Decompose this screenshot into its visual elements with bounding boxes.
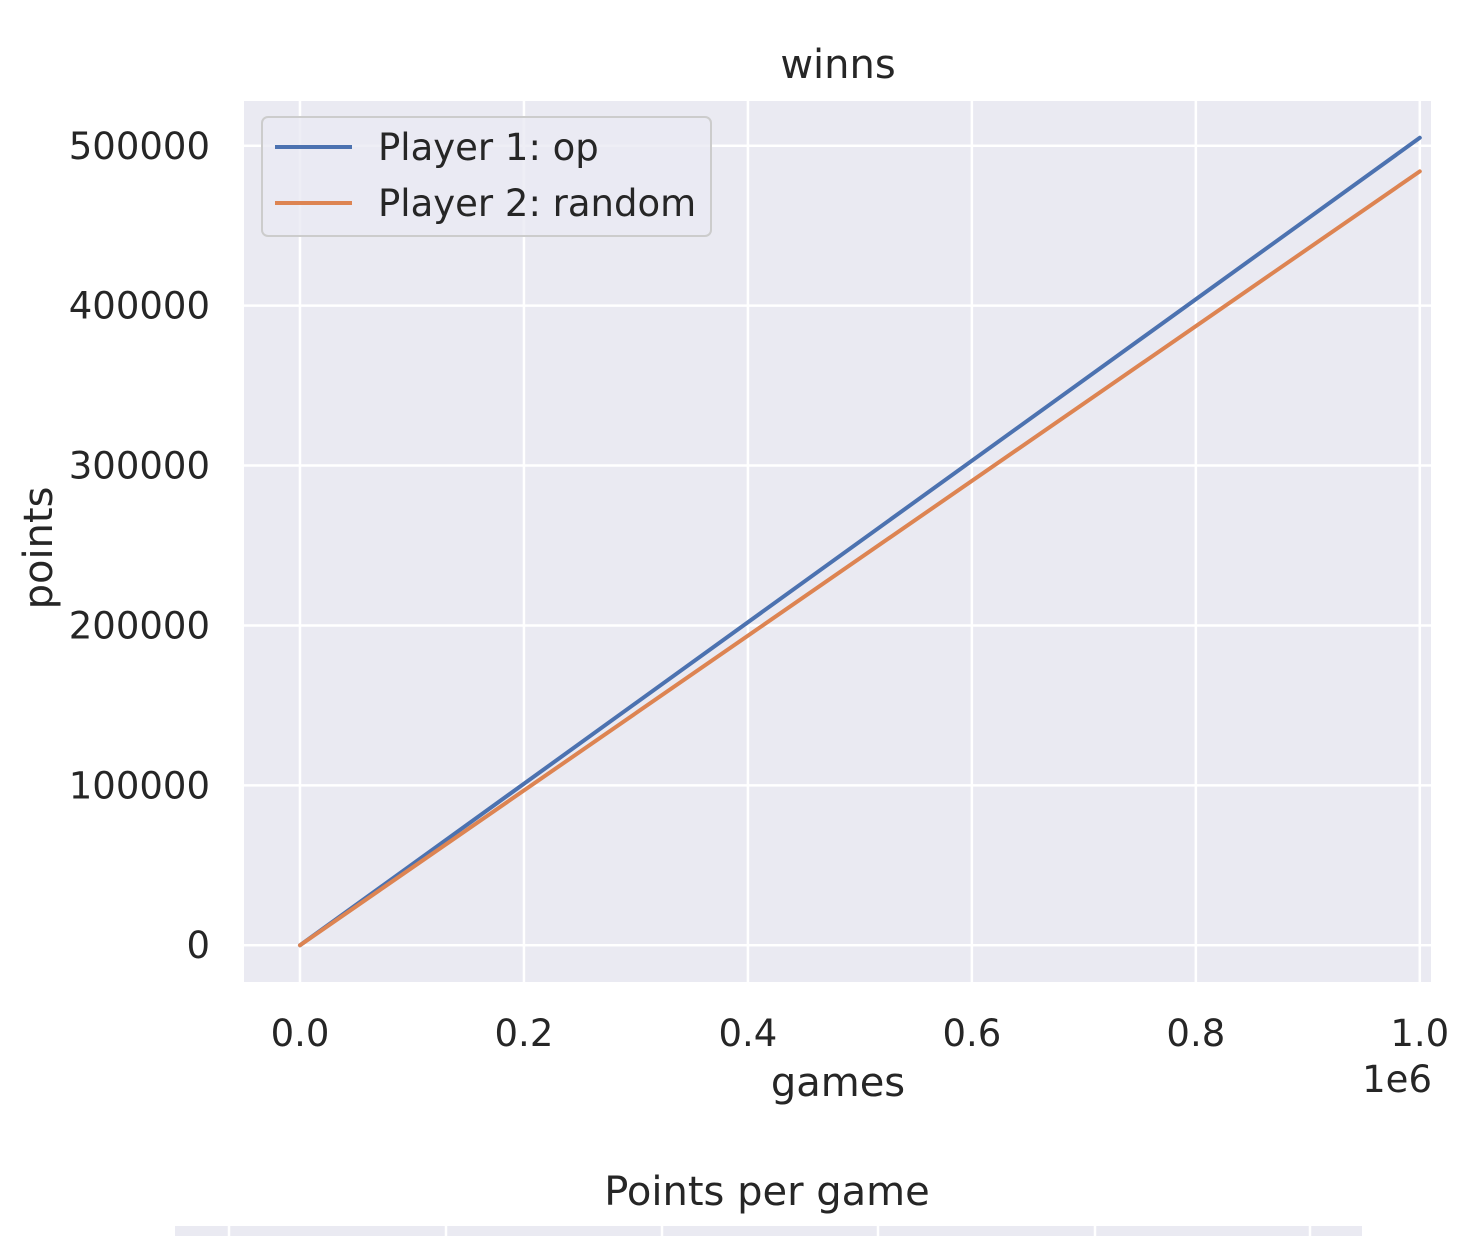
x-tick-label: 0.6: [942, 1012, 1001, 1055]
y-axis-label: points: [16, 487, 62, 610]
legend: Player 1: op Player 2: random: [261, 116, 712, 237]
series-layer: [297, 135, 1422, 948]
x-tick-label: 1.0: [1390, 1012, 1449, 1055]
second-chart: Points per game: [175, 1169, 1362, 1236]
x-tick-label: 0.8: [1166, 1012, 1225, 1055]
legend-label-player-2: Player 2: random: [378, 182, 696, 225]
grid: [244, 101, 1431, 982]
series-line-1: [297, 135, 1422, 948]
y-tick-label: 0: [186, 924, 210, 967]
legend-box: [261, 116, 712, 237]
legend-label-player-1: Player 1: op: [378, 126, 599, 169]
chart-title: winns: [780, 42, 895, 88]
y-tick-labels: 0 100000 200000 300000 400000 500000: [69, 125, 210, 967]
y-tick-label: 300000: [69, 445, 210, 488]
x-axis-offset-label: 1e6: [1362, 1058, 1432, 1101]
second-chart-title: Points per game: [604, 1169, 930, 1215]
series-line-2: [297, 169, 1422, 948]
second-plot-area: [175, 1226, 1362, 1236]
x-tick-labels: 0.0 0.2 0.4 0.6 0.8 1.0: [271, 1012, 1450, 1055]
y-tick-label: 100000: [69, 764, 210, 807]
main-chart: 0.0 0.2 0.4 0.6 0.8 1.0 0 100000 200000 300000 40…: [16, 42, 1449, 1106]
y-tick-label: 200000: [69, 604, 210, 647]
x-tick-label: 0.2: [495, 1012, 554, 1055]
x-tick-label: 0.0: [271, 1012, 330, 1055]
second-chart-grid: [227, 1226, 1312, 1236]
y-tick-label: 500000: [69, 125, 210, 168]
x-axis-label: games: [771, 1060, 905, 1106]
plot-area: [244, 101, 1431, 982]
x-tick-label: 0.4: [718, 1012, 777, 1055]
y-tick-label: 400000: [69, 285, 210, 328]
